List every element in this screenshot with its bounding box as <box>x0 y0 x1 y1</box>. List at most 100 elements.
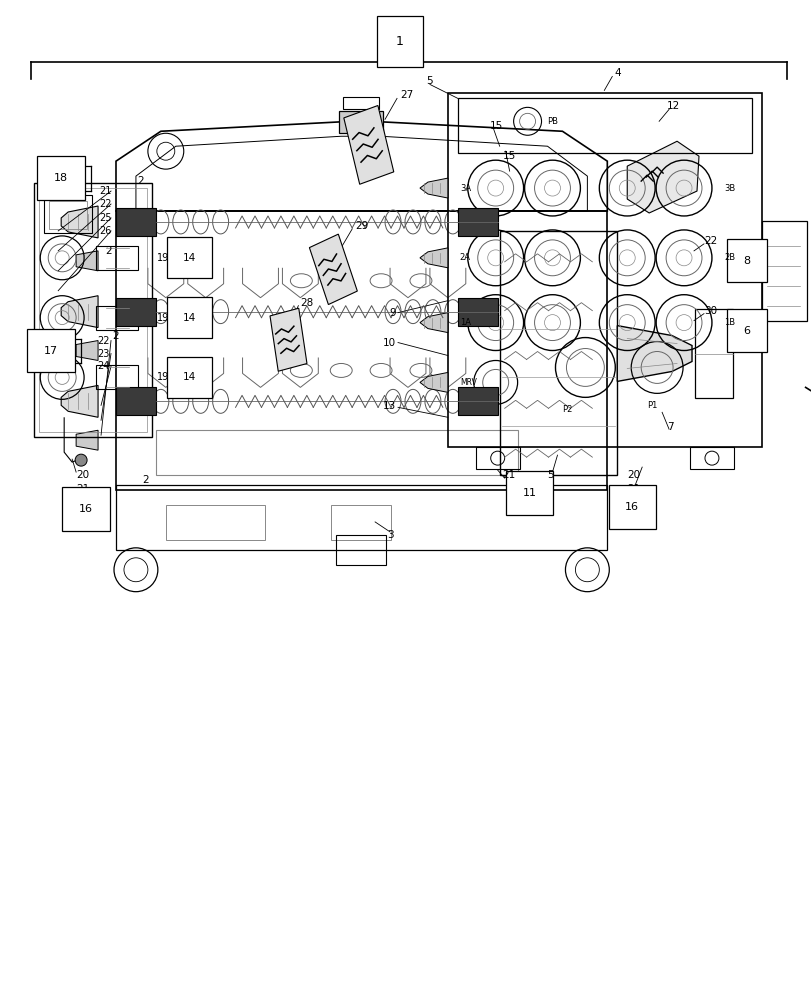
Bar <box>116 208 156 236</box>
Text: 25: 25 <box>99 213 111 223</box>
Text: P2: P2 <box>562 405 572 414</box>
Text: 7: 7 <box>667 422 673 432</box>
Polygon shape <box>76 251 98 271</box>
Text: 22: 22 <box>703 236 716 246</box>
Polygon shape <box>419 248 448 268</box>
Text: 1B: 1B <box>723 318 734 327</box>
Text: 15: 15 <box>502 151 515 161</box>
Text: 30: 30 <box>703 306 716 316</box>
Polygon shape <box>270 308 307 371</box>
Text: 24: 24 <box>97 361 109 371</box>
Text: 23: 23 <box>97 349 109 359</box>
Polygon shape <box>76 341 98 360</box>
Text: PB: PB <box>547 117 558 126</box>
Bar <box>475 447 519 469</box>
Bar <box>331 505 391 540</box>
Text: 15: 15 <box>489 121 502 131</box>
Bar <box>49 201 87 229</box>
Text: 2: 2 <box>105 246 112 256</box>
Text: 5: 5 <box>547 470 553 480</box>
Bar <box>96 306 138 330</box>
Text: 6: 6 <box>742 326 749 336</box>
Polygon shape <box>626 141 698 213</box>
Text: 14: 14 <box>183 313 196 323</box>
Bar <box>96 365 138 389</box>
Polygon shape <box>61 296 98 328</box>
Bar <box>116 387 156 415</box>
Bar <box>156 430 517 475</box>
Text: 14: 14 <box>183 253 196 263</box>
Text: 9: 9 <box>389 308 396 318</box>
Text: P1: P1 <box>646 401 657 410</box>
Bar <box>116 298 156 326</box>
Bar <box>499 231 616 475</box>
Bar <box>761 221 805 321</box>
Polygon shape <box>343 106 393 184</box>
Bar <box>343 97 379 109</box>
Bar <box>116 211 607 490</box>
Text: 21: 21 <box>99 186 111 196</box>
Text: 21: 21 <box>502 470 515 480</box>
Text: 2: 2 <box>137 176 144 186</box>
Text: 20: 20 <box>626 470 640 480</box>
Text: 1A: 1A <box>459 318 470 327</box>
Polygon shape <box>616 326 691 381</box>
Text: 3B: 3B <box>723 184 734 193</box>
Text: 10: 10 <box>383 338 396 348</box>
Text: 29: 29 <box>354 221 368 231</box>
Text: 28: 28 <box>300 298 313 308</box>
Text: 21: 21 <box>76 484 89 494</box>
Text: 3A: 3A <box>459 184 470 193</box>
Bar <box>165 505 265 540</box>
Bar <box>116 485 607 550</box>
Text: 4: 4 <box>614 68 620 78</box>
Bar <box>689 447 733 469</box>
Bar <box>339 111 383 133</box>
Text: 3: 3 <box>386 530 393 540</box>
Text: 22: 22 <box>99 199 111 209</box>
Bar <box>44 195 92 233</box>
Bar <box>457 98 751 153</box>
Bar <box>448 93 761 447</box>
Text: 27: 27 <box>400 90 413 100</box>
Text: 20: 20 <box>76 470 89 480</box>
Polygon shape <box>61 385 98 417</box>
Text: 11: 11 <box>522 488 536 498</box>
Polygon shape <box>419 372 448 392</box>
Polygon shape <box>309 234 357 305</box>
Text: 22: 22 <box>97 336 109 346</box>
Text: 2: 2 <box>113 331 119 341</box>
Text: 13: 13 <box>382 401 396 411</box>
Polygon shape <box>419 313 448 333</box>
Bar <box>96 246 138 270</box>
Bar <box>694 309 732 398</box>
Text: 16: 16 <box>624 502 638 512</box>
Polygon shape <box>419 178 448 198</box>
Text: 2A: 2A <box>459 253 470 262</box>
Text: 1: 1 <box>396 35 403 48</box>
Text: 19: 19 <box>157 253 169 263</box>
Text: 14: 14 <box>183 372 196 382</box>
Text: 2B: 2B <box>723 253 734 262</box>
Text: 21: 21 <box>626 484 640 494</box>
Bar <box>457 208 497 236</box>
Text: 19: 19 <box>157 372 169 382</box>
Text: 18: 18 <box>54 173 68 183</box>
Text: 26: 26 <box>99 226 111 236</box>
Text: 5: 5 <box>426 76 432 86</box>
Text: 17: 17 <box>44 346 58 356</box>
Bar <box>457 298 497 326</box>
Text: 2: 2 <box>143 475 149 485</box>
Circle shape <box>75 454 87 466</box>
Polygon shape <box>76 430 98 450</box>
Bar <box>336 535 385 565</box>
Bar <box>39 188 147 432</box>
Text: 16: 16 <box>79 504 93 514</box>
Text: 19: 19 <box>157 313 169 323</box>
Text: MRV: MRV <box>459 378 476 387</box>
Text: 12: 12 <box>667 101 680 111</box>
Polygon shape <box>61 206 98 238</box>
Bar <box>34 183 152 437</box>
Text: 8: 8 <box>742 256 749 266</box>
Bar <box>457 387 497 415</box>
